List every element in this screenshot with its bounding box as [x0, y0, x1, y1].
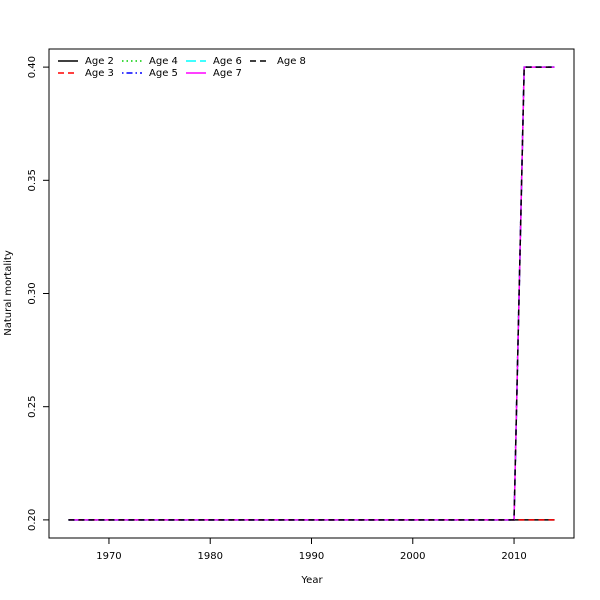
x-axis-label: Year [300, 575, 323, 586]
legend-label: Age 2 [85, 56, 114, 67]
y-tick-label: 0.40 [27, 56, 38, 78]
y-tick-label: 0.25 [27, 396, 38, 418]
x-tick-label: 1980 [198, 551, 223, 562]
legend-label: Age 7 [213, 68, 242, 79]
y-tick-label: 0.30 [27, 282, 38, 304]
legend-label: Age 5 [149, 68, 178, 79]
legend-label: Age 4 [149, 56, 178, 67]
x-tick-label: 1990 [299, 551, 324, 562]
x-tick-label: 1970 [96, 551, 121, 562]
x-tick-label: 2000 [400, 551, 425, 562]
x-tick-label: 2010 [501, 551, 526, 562]
legend-label: Age 6 [213, 56, 242, 67]
series-line [68, 66, 555, 521]
legend-label: Age 8 [277, 56, 306, 67]
y-axis-label: Natural mortality [3, 250, 14, 336]
y-tick-label: 0.35 [27, 169, 38, 191]
legend-label: Age 3 [85, 68, 114, 79]
y-tick-label: 0.20 [27, 509, 38, 531]
